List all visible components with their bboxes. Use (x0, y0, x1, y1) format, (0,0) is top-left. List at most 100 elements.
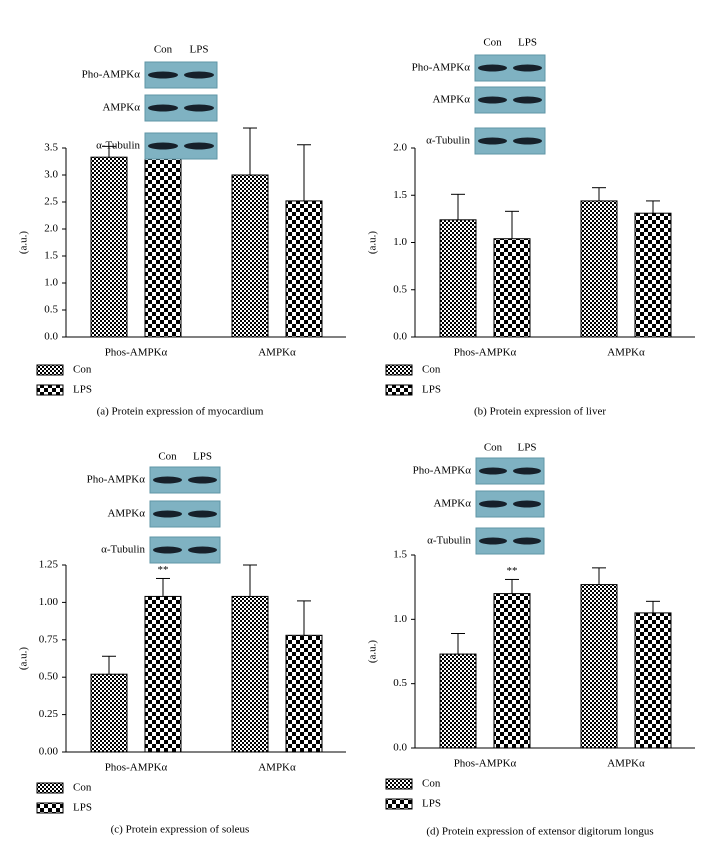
panel: 0.0 0.5 1.0 1.5 (a.u.) Phos-AMPKα ** AMPKα Con LP… (367, 442, 695, 838)
y-axis-label: (a.u.) (367, 231, 379, 255)
y-tick-label: 1.25 (39, 559, 59, 571)
y-axis-label: (a.u.) (18, 231, 30, 255)
bar (285, 634, 323, 753)
blot-band (478, 137, 507, 145)
blot-band (148, 71, 178, 79)
blot-row-label: AMPKα (433, 498, 471, 510)
blot-band (513, 537, 541, 545)
blot-band (148, 104, 178, 112)
blot-band (184, 104, 214, 112)
blot-band (478, 96, 507, 104)
caption: (d) Protein expression of extensor digit… (426, 826, 653, 838)
legend-label: Con (422, 778, 441, 790)
y-tick-label: 0.0 (393, 331, 407, 343)
blot-row-label: Pho-AMPKα (87, 474, 146, 486)
x-tick-label: AMPKα (258, 762, 296, 774)
blot-band (188, 476, 217, 484)
blot-band (188, 546, 217, 554)
y-tick-label: 3.5 (44, 142, 58, 154)
bar (439, 653, 477, 749)
legend-swatch (385, 384, 413, 396)
y-tick-label: 2.0 (44, 223, 58, 235)
blot-band (513, 467, 541, 475)
y-tick-label: 0.00 (39, 746, 59, 758)
y-tick-label: 0.5 (393, 677, 407, 689)
bar (634, 612, 672, 749)
blot-row-label: AMPKα (432, 94, 470, 106)
annotation: ** (507, 565, 518, 577)
bar (90, 156, 128, 338)
bar (285, 200, 323, 338)
error-bar (102, 655, 116, 675)
bar (90, 673, 128, 753)
legend-swatch (36, 364, 64, 376)
blot-band (479, 467, 507, 475)
panel: 0.0 0.5 1.0 1.5 2.0 2.5 3.0 3.5 (a.u.) Phos-AMPKα… (18, 44, 346, 418)
bar (493, 238, 531, 338)
blot-column-label: Con (483, 37, 502, 49)
y-axis-label: (a.u.) (367, 640, 379, 664)
bar (493, 593, 531, 749)
legend-label: LPS (73, 384, 92, 396)
bar (580, 200, 618, 338)
blot-band (479, 500, 507, 508)
blot-band (513, 500, 541, 508)
error-bar (646, 200, 660, 214)
y-tick-label: 1.0 (44, 277, 58, 289)
x-tick-label: AMPKα (258, 347, 296, 359)
error-bar (451, 193, 465, 220)
legend-swatch (385, 778, 413, 790)
blot-band (148, 142, 178, 150)
error-bar (646, 600, 660, 613)
x-tick-label: Phos-AMPKα (105, 762, 168, 774)
error-bar (102, 145, 116, 158)
legend-label: Con (422, 364, 441, 376)
legend-label: Con (73, 782, 92, 794)
error-bar (297, 144, 311, 201)
caption: (b) Protein expression of liver (474, 406, 606, 418)
annotation: ** (158, 564, 169, 576)
blot-column-label: Con (154, 44, 173, 56)
y-tick-label: 1.5 (393, 549, 407, 561)
bar (144, 157, 182, 338)
blot-band (478, 64, 507, 72)
x-tick-label: Phos-AMPKα (105, 347, 168, 359)
y-tick-label: 1.0 (393, 613, 407, 625)
y-tick-label: 0.5 (393, 283, 407, 295)
blot-band (184, 71, 214, 79)
bar (634, 212, 672, 338)
blot-row-label: Pho-AMPKα (412, 62, 471, 74)
blot-band (188, 510, 217, 518)
blot-column-label: LPS (518, 442, 537, 454)
blot-row-label: AMPKα (102, 102, 140, 114)
blot-column-label: Con (158, 451, 177, 463)
error-bar (156, 577, 170, 597)
error-bar (592, 187, 606, 201)
legend-label: LPS (73, 802, 92, 814)
blot-row-label: α-Tubulin (101, 544, 145, 556)
y-tick-label: 0.0 (393, 742, 407, 754)
y-tick-label: 0.50 (39, 671, 59, 683)
y-tick-label: 1.0 (393, 236, 407, 248)
blot-band (479, 537, 507, 545)
blot-column-label: Con (484, 442, 503, 454)
blot-band (513, 137, 542, 145)
error-bar (451, 632, 465, 655)
y-tick-label: 1.00 (39, 596, 59, 608)
legend-swatch (36, 802, 64, 814)
y-tick-label: 3.0 (44, 169, 58, 181)
caption: (a) Protein expression of myocardium (97, 406, 264, 418)
y-tick-label: 0.5 (44, 304, 58, 316)
bar (231, 174, 269, 338)
panel: 0.00 0.25 0.50 0.75 1.00 1.25 (a.u.) Phos-AMPKα… (18, 451, 346, 836)
blot-row-label: Pho-AMPKα (82, 69, 141, 81)
blot-row-label: Pho-AMPKα (413, 465, 472, 477)
error-bar (592, 567, 606, 585)
y-tick-label: 1.5 (44, 250, 58, 262)
blot-band (153, 476, 182, 484)
blot-band (153, 546, 182, 554)
error-bar (505, 210, 519, 239)
caption: (c) Protein expression of soleus (111, 824, 250, 836)
